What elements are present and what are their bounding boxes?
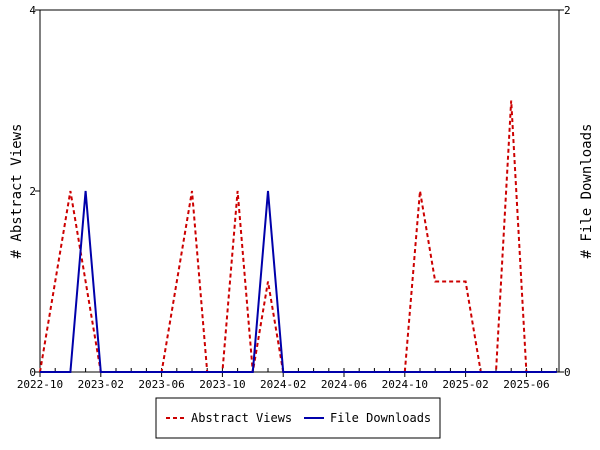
y-tick-label: 2: [29, 185, 36, 198]
x-tick-label: 2024-10: [382, 378, 428, 391]
y-axis-title: # Abstract Views: [9, 124, 25, 259]
y-tick-label: 0: [29, 366, 36, 379]
series-line-file-downloads: [40, 190, 557, 373]
y-tick-label: 4: [29, 4, 36, 17]
x-tick-label: 2023-06: [138, 378, 184, 391]
x-tick-label: 2025-06: [503, 378, 549, 391]
x-tick-label: 2022-10: [17, 378, 63, 391]
y-axis-right: 02: [559, 4, 571, 379]
legend-label-file-downloads: File Downloads: [330, 411, 431, 425]
x-tick-label: 2024-02: [260, 378, 306, 391]
y-axis-left: 0 2 4: [29, 4, 40, 379]
x-tick-label: 2023-10: [199, 378, 245, 391]
x-tick-label: 2024-06: [321, 378, 367, 391]
x-tick-label: 2025-02: [442, 378, 488, 391]
y2-axis-title: # File Downloads: [579, 124, 595, 259]
legend-box: [155, 397, 441, 439]
x-axis: 2022-10 2023-02 2023-06 2023-10 2024-02 2024-…: [17, 372, 550, 391]
x-tick-label: 2023-02: [78, 378, 124, 391]
y2-tick-label: 0: [564, 366, 571, 379]
legend: Abstract Views File Downloads: [155, 397, 441, 439]
legend-label-abstract-views: Abstract Views: [191, 411, 292, 425]
y2-tick-label: 2: [564, 4, 571, 17]
series-layer: [39, 100, 557, 373]
plot-area: [39, 9, 560, 373]
